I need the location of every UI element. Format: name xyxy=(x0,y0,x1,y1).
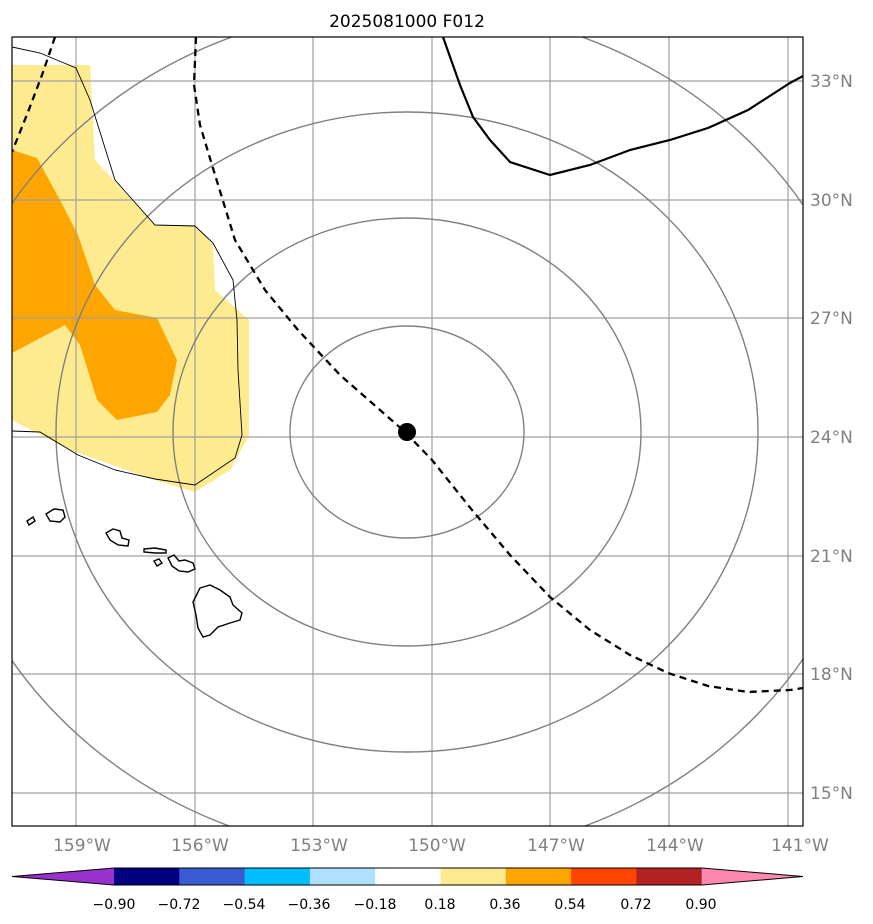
colorbar-tick-label: 0.18 xyxy=(424,897,455,913)
lat-label: 33°N xyxy=(810,72,853,92)
colorbar-tick-label: −0.90 xyxy=(93,897,136,913)
colorbar-segment xyxy=(179,868,246,885)
colorbar-ticks: −0.90 −0.72 −0.54 −0.36 −0.18 0.18 0.36 … xyxy=(93,897,717,913)
range-ring-3 xyxy=(55,111,759,753)
lon-label: 150°W xyxy=(408,836,466,856)
map-border xyxy=(11,36,804,827)
lon-label: 156°W xyxy=(171,836,229,856)
lat-label: 24°N xyxy=(810,428,853,448)
colorbar-tick-label: −0.72 xyxy=(158,897,201,913)
island-lanai xyxy=(152,558,164,567)
lon-label: 153°W xyxy=(290,836,348,856)
colorbar-segment xyxy=(244,868,311,885)
dashed-contour-track xyxy=(192,37,803,694)
colorbar-segment xyxy=(375,868,441,885)
lon-label: 159°W xyxy=(53,836,111,856)
colorbar-extend-high xyxy=(701,868,803,885)
colorbar-segment xyxy=(114,868,180,885)
range-ring-1 xyxy=(289,325,525,539)
colorbar-tick-label: 0.54 xyxy=(554,897,585,913)
colorbar-tick-label: 0.36 xyxy=(489,897,520,913)
colorbar-extend-low xyxy=(12,868,114,885)
lat-label: 27°N xyxy=(810,309,853,329)
colorbar-outline xyxy=(11,867,804,886)
boundary-line xyxy=(12,46,243,486)
colorbar-tick-label: −0.18 xyxy=(354,897,397,913)
colorbar-segment xyxy=(309,868,376,885)
colorbar-segment xyxy=(571,868,637,885)
colorbar-tick-label: 0.90 xyxy=(685,897,716,913)
lat-label: 21°N xyxy=(810,547,853,567)
colorbar-segment xyxy=(636,868,703,885)
dashed-contours xyxy=(12,37,803,694)
island-hawaii xyxy=(192,584,243,638)
hawaiian-islands xyxy=(26,508,243,638)
longitude-labels: 159°W 156°W 153°W 150°W 147°W 144°W 141°… xyxy=(53,836,829,856)
range-rings xyxy=(12,37,803,826)
lat-label: 15°N xyxy=(810,784,853,804)
colorbar-segment xyxy=(440,868,507,885)
lon-label: 144°W xyxy=(646,836,704,856)
map-area xyxy=(12,37,803,826)
island-niihau xyxy=(26,515,36,527)
graticule xyxy=(12,37,803,826)
light-yellow-field xyxy=(12,65,249,492)
colorbar xyxy=(11,867,804,886)
colorbar-tick-label: 0.72 xyxy=(620,897,651,913)
latitude-labels: 33°N 30°N 27°N 24°N 21°N 18°N 15°N xyxy=(810,72,853,804)
island-molokai xyxy=(143,547,167,554)
lon-label: 147°W xyxy=(527,836,585,856)
island-oahu xyxy=(105,528,130,547)
colorbar-tick-label: −0.54 xyxy=(223,897,266,913)
colorbar-segment xyxy=(505,868,572,885)
colorbar-tick-label: −0.36 xyxy=(288,897,331,913)
island-kauai xyxy=(45,508,66,523)
solid-contour xyxy=(441,37,803,177)
lat-label: 30°N xyxy=(810,191,853,211)
range-ring-2 xyxy=(172,217,642,647)
dashed-contour-west xyxy=(12,37,57,153)
lat-label: 18°N xyxy=(810,665,853,685)
storm-center-marker xyxy=(398,423,416,441)
island-maui xyxy=(167,554,196,573)
lon-label: 141°W xyxy=(771,836,829,856)
map-title: 2025081000 F012 xyxy=(329,12,485,32)
